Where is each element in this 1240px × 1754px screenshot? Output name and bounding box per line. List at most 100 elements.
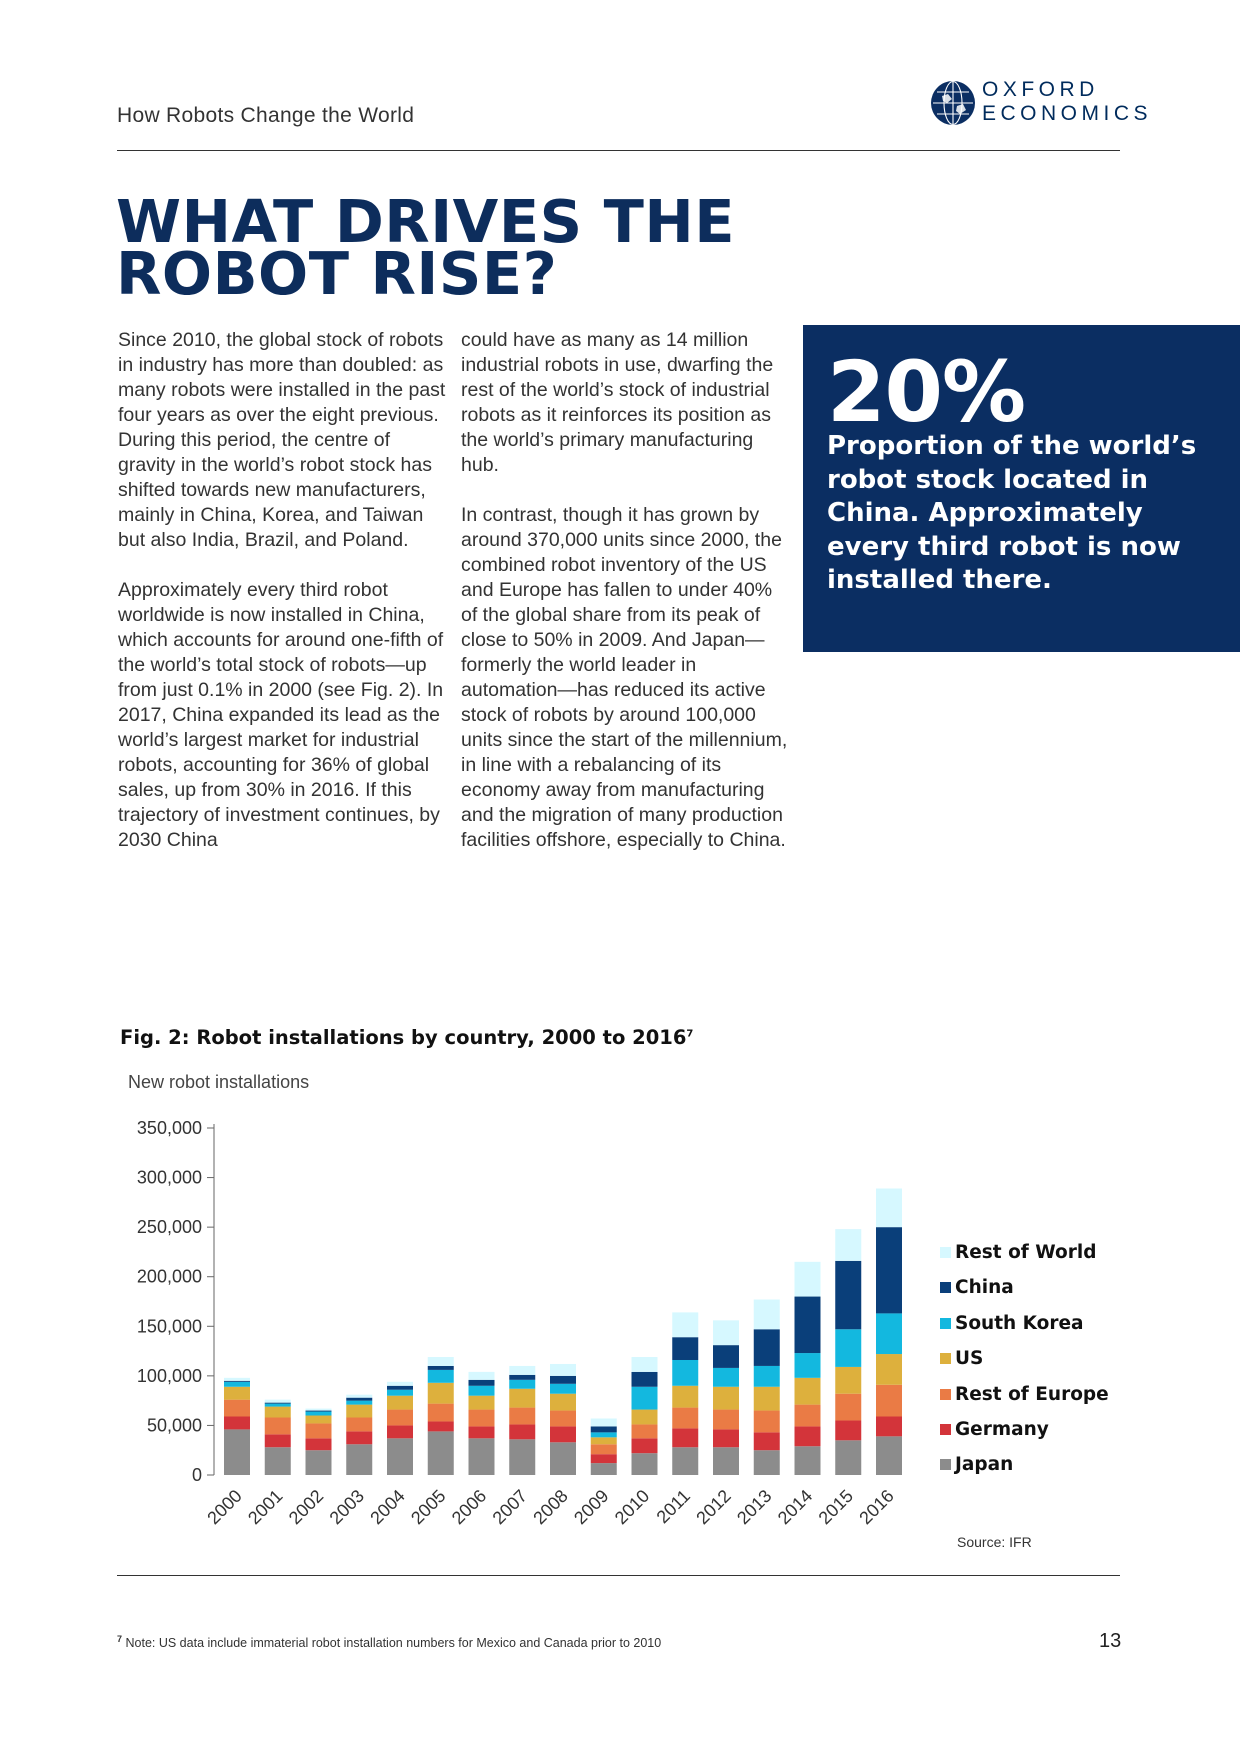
headline-line-1: WHAT DRIVES THE <box>116 187 736 256</box>
bar-segment-germany <box>876 1416 902 1437</box>
bar-segment-germany <box>794 1426 821 1447</box>
bar-segment-rest-of-world <box>387 1381 413 1386</box>
page-number: 13 <box>1099 1630 1122 1652</box>
figure-footnote-marker: 7 <box>686 1028 694 1040</box>
x-tick-label: 2009 <box>570 1486 612 1528</box>
x-tick-label: 2002 <box>285 1486 327 1528</box>
bar-segment-japan <box>468 1438 495 1475</box>
bar-segment-rest-of-world <box>305 1408 332 1411</box>
bar-segment-rest-of-europe <box>876 1384 902 1417</box>
bar-segment-china <box>672 1337 699 1360</box>
legend-label: China <box>955 1277 1014 1299</box>
bar-segment-rest-of-world <box>264 1399 291 1403</box>
callout-text: Proportion of the world’s robot stock lo… <box>827 431 1197 595</box>
bar-segment-rest-of-world <box>713 1320 739 1346</box>
footnote: 7 Note: US data include immaterial robot… <box>117 1634 661 1650</box>
bar-segment-us <box>835 1366 862 1394</box>
bar-segment-japan <box>550 1442 576 1475</box>
bar-segment-japan <box>753 1450 780 1475</box>
y-tick-label: 200,000 <box>137 1267 202 1287</box>
x-tick-label: 2011 <box>653 1486 695 1528</box>
bar-segment-rest-of-world <box>224 1377 250 1381</box>
body-column-2: could have as many as 14 million industr… <box>461 328 791 878</box>
headline-line-2: ROBOT RISE? <box>116 239 558 308</box>
y-tick-label: 300,000 <box>137 1168 202 1188</box>
bar-segment-south-korea <box>753 1365 780 1387</box>
bar-segment-china <box>509 1374 536 1380</box>
bar-segment-rest-of-world <box>509 1365 536 1375</box>
bar-segment-rest-of-europe <box>468 1409 495 1427</box>
bar-segment-south-korea <box>550 1383 576 1394</box>
x-tick-label: 2014 <box>774 1486 816 1528</box>
bar-segment-japan <box>427 1431 454 1475</box>
x-tick-label: 2016 <box>855 1486 897 1528</box>
bar-segment-us <box>264 1406 291 1418</box>
bar-segment-south-korea <box>876 1313 902 1355</box>
bar-segment-rest-of-world <box>876 1188 902 1228</box>
bar-segment-japan <box>835 1440 862 1475</box>
bar-segment-germany <box>835 1420 862 1441</box>
bar-segment-south-korea <box>631 1386 658 1410</box>
bar-segment-rest-of-europe <box>427 1403 454 1422</box>
bar-segment-china <box>264 1402 291 1404</box>
bar-segment-japan <box>672 1447 699 1475</box>
bar-segment-south-korea <box>672 1359 699 1386</box>
bar-segment-germany <box>550 1426 576 1443</box>
bar-segment-germany <box>672 1428 699 1448</box>
page-headline: WHAT DRIVES THE ROBOT RISE? <box>116 192 735 303</box>
bar-segment-rest-of-europe <box>794 1404 821 1427</box>
bar-segment-us <box>876 1354 902 1385</box>
bar-segment-us <box>672 1385 699 1408</box>
chart-y-axis-label: New robot installations <box>128 1072 310 1092</box>
legend-label: Japan <box>955 1454 1014 1476</box>
footnote-marker: 7 <box>117 1634 123 1644</box>
bar-segment-south-korea <box>305 1411 332 1416</box>
bar-segment-germany <box>305 1438 332 1451</box>
bar-segment-rest-of-europe <box>387 1409 413 1426</box>
bar-segment-germany <box>346 1431 373 1445</box>
bar-segment-rest-of-europe <box>264 1417 291 1435</box>
legend-swatch <box>940 1282 951 1294</box>
body-paragraph: Approximately every third robot worldwid… <box>118 579 444 851</box>
stat-callout: 20% Proportion of the world’s robot stoc… <box>803 325 1240 652</box>
bar-segment-germany <box>753 1432 780 1451</box>
chart-source: Source: IFR <box>957 1534 1032 1550</box>
legend-swatch <box>940 1388 951 1400</box>
legend-swatch <box>940 1459 951 1471</box>
bar-segment-south-korea <box>264 1403 291 1407</box>
body-column-1: Since 2010, the global stock of robots i… <box>118 328 448 878</box>
bar-segment-rest-of-europe <box>224 1399 250 1417</box>
body-paragraph: Since 2010, the global stock of robots i… <box>118 329 446 551</box>
bar-segment-china <box>794 1296 821 1354</box>
bar-segment-south-korea <box>835 1329 862 1367</box>
bar-segment-china <box>468 1379 495 1386</box>
bar-segment-south-korea <box>468 1385 495 1396</box>
bar-segment-south-korea <box>224 1381 250 1387</box>
bar-segment-rest-of-europe <box>305 1423 332 1439</box>
legend-swatch <box>940 1247 951 1258</box>
figure-title: Fig. 2: Robot installations by country, … <box>120 1026 693 1049</box>
bar-segment-china <box>224 1380 250 1382</box>
x-tick-label: 2010 <box>611 1486 653 1528</box>
bar-segment-china <box>835 1260 862 1330</box>
body-paragraph: could have as many as 14 million industr… <box>461 329 774 476</box>
bar-segment-rest-of-europe <box>835 1393 862 1421</box>
legend-label: US <box>955 1348 984 1370</box>
header-divider <box>117 150 1120 151</box>
bar-segment-china <box>753 1329 780 1366</box>
bar-segment-rest-of-europe <box>509 1407 536 1425</box>
bar-segment-rest-of-europe <box>346 1417 373 1432</box>
x-tick-label: 2001 <box>244 1486 286 1528</box>
bar-segment-rest-of-world <box>427 1357 454 1366</box>
bar-segment-us <box>387 1395 413 1410</box>
y-tick-label: 150,000 <box>137 1316 202 1336</box>
bar-segment-china <box>387 1385 413 1390</box>
bar-segment-us <box>224 1386 250 1400</box>
bar-segment-japan <box>346 1444 373 1475</box>
bar-segment-germany <box>713 1429 739 1448</box>
y-tick-label: 100,000 <box>137 1366 202 1386</box>
logo-line-economics: ECONOMICS <box>982 102 1153 125</box>
legend-swatch <box>940 1423 951 1435</box>
figure-title-text: Fig. 2: Robot installations by country, … <box>120 1026 687 1049</box>
bar-segment-rest-of-world <box>631 1357 658 1372</box>
